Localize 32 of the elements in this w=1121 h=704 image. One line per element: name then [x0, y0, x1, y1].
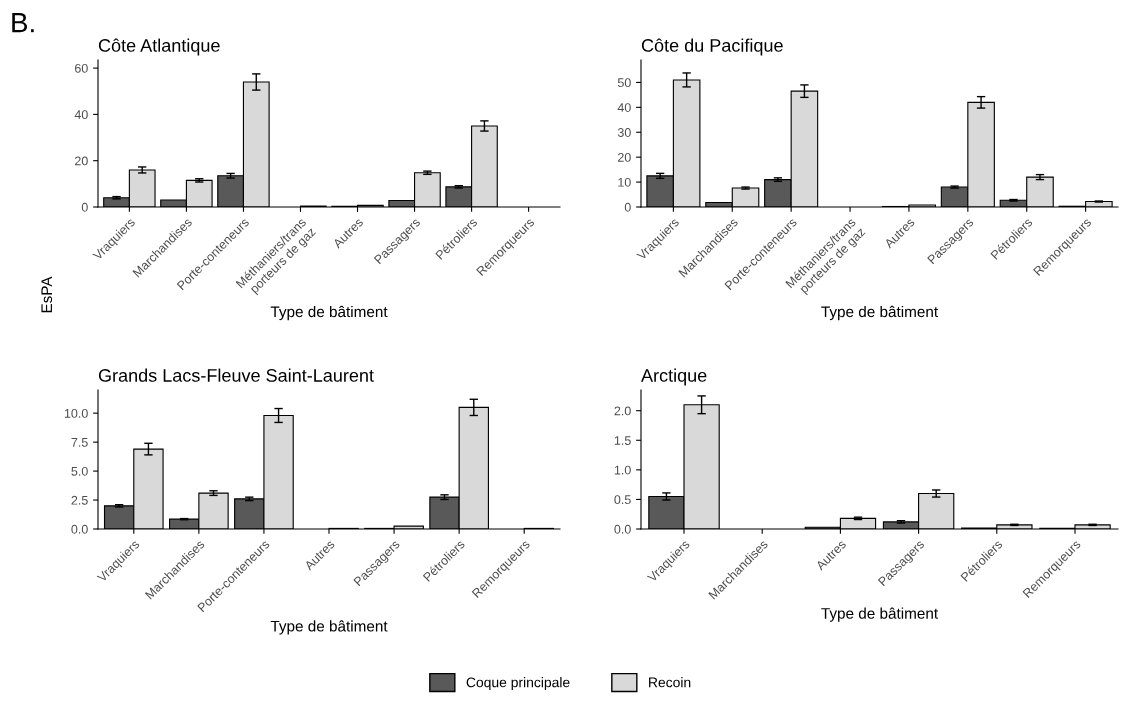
y-tick-label: 30 [617, 128, 631, 137]
chart-title: Côte Atlantique [98, 38, 220, 56]
y-tick-label: 10 [618, 177, 631, 187]
y-tick-label: 2.0 [614, 406, 631, 416]
legend-label: Coque principale [466, 677, 570, 691]
x-axis-title: Type de bâtiment [821, 607, 938, 622]
y-tick-label: 0.0 [614, 524, 631, 534]
y-tick-label: 10.0 [64, 408, 88, 418]
y-axis-title: EsPA [41, 276, 53, 313]
chart-title: Grands Lacs-Fleuve Saint-Laurent [98, 368, 374, 382]
y-tick-label: 7.5 [71, 438, 88, 447]
y-tick-label: 2.5 [71, 495, 88, 505]
y-tick-label: 50 [617, 78, 631, 88]
y-tick-label: 0.5 [614, 495, 631, 505]
y-tick-label: 1.0 [614, 465, 631, 475]
x-axis-title: Type de bâtiment [821, 305, 938, 321]
y-tick-label: 0 [81, 202, 88, 212]
x-axis-title: Type de bâtiment [270, 620, 388, 635]
y-tick-label: 40 [74, 110, 88, 120]
y-tick-label: 1.5 [614, 436, 631, 445]
y-tick-label: 60 [75, 63, 88, 73]
chart-title: Arctique [641, 368, 707, 386]
y-tick-label: 20 [75, 156, 88, 166]
y-tick-label: 40 [617, 103, 631, 112]
chart-title: Côte du Pacifique [641, 38, 783, 56]
y-tick-label: 0 [624, 202, 631, 212]
text: B. [12, 13, 34, 33]
legend-label: Recoin [649, 677, 691, 688]
y-tick-label: 5.0 [71, 466, 88, 476]
y-tick-label: 0.0 [71, 524, 88, 534]
x-axis-title: Type de bâtiment [270, 305, 388, 321]
y-tick-label: 20 [618, 152, 631, 162]
